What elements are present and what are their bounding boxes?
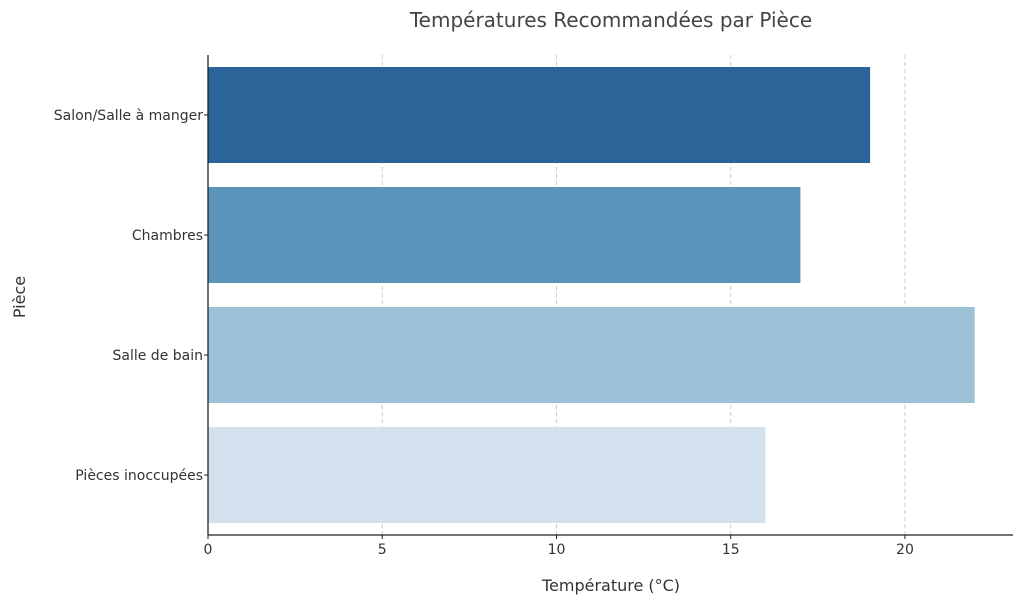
x-tick-label: 15	[722, 542, 740, 558]
x-axis-label: Température (°C)	[541, 576, 680, 595]
bar-2	[208, 307, 975, 403]
bar-1	[208, 187, 801, 283]
x-tick-label: 5	[378, 542, 387, 558]
bar-3	[208, 427, 766, 523]
axes	[207, 55, 1013, 536]
bars	[208, 67, 975, 523]
y-tick-label: Salon/Salle à manger	[54, 108, 203, 124]
y-tick-labels: Salon/Salle à manger Chambres Salle de bai…	[54, 108, 208, 484]
y-tick-label: Salle de bain	[113, 348, 204, 364]
x-tick-label: 0	[204, 542, 213, 558]
x-tick-label: 10	[548, 542, 566, 558]
y-tick-label: Pièces inoccupées	[75, 468, 203, 484]
bar-0	[208, 67, 871, 163]
y-axis-label: Pièce	[10, 276, 29, 318]
chart-title: Températures Recommandées par Pièce	[409, 8, 812, 32]
y-tick-label: Chambres	[132, 228, 203, 244]
x-tick-label: 20	[896, 542, 914, 558]
x-tick-labels: 0 5 10 15 20	[204, 535, 914, 558]
